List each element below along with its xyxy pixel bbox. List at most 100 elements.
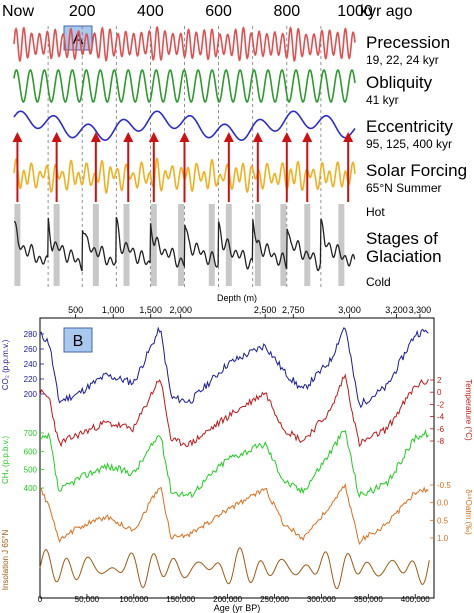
ch4-tick-label: 600 [24,447,38,456]
depth-tick-label: 2,750 [282,305,305,315]
forcing-arrow-head [302,132,313,142]
depth-tick-label: 3,300 [409,305,432,315]
panel-b: Depth (m) 500 1,000 1,500 2,000 2,500 2,750 3,… [1,293,473,613]
age-tick-label: 50,000 [75,595,100,604]
precession-curve [13,25,356,63]
d18o-tick-label: 1.0 [437,534,449,543]
co2-axis-title: CO₂ (p.p.m.v.) [1,339,10,390]
solar-forcing-label: Solar Forcing [366,161,467,180]
interglacial-band [208,204,215,286]
panel-b-curves [39,326,430,590]
d18o-tick-label: -0.5 [437,481,451,490]
d18o-tick-label: 0.0 [437,499,449,508]
interglacial-band [338,204,345,286]
d18o-axis-title: δ¹⁸Oatm (‰) [464,489,473,535]
temperature-axis-title: Temperature (°C) [464,379,473,441]
forcing-arrow-head [148,132,159,142]
temperature-tick-label: 2 [437,376,442,385]
temperature-curve [39,373,429,448]
d18o-curve [39,482,429,545]
insolation-curve [39,547,430,590]
co2-tick-label: 260 [24,345,38,354]
co2-tick-label: 220 [24,375,38,384]
precession-label: Precession [366,33,450,52]
panel-b-y-axes: 280 260 240 220 200 2 0 -2 -4 -6 -8 700 600 500 400 -0.… [1,330,473,590]
insolation-axis-title: Insolation J 65°N [1,530,10,591]
panel-b-top-axis-title: Depth (m) [217,293,257,303]
panel-b-top-axis: 500 1,000 1,500 2,000 2,500 2,750 3,000 3,200 3,… [68,305,431,318]
panel-a-top-tick-label: Now [2,3,34,20]
depth-tick-label: 2,500 [254,305,277,315]
depth-tick-label: 3,200 [385,305,408,315]
ch4-tick-label: 700 [24,429,38,438]
co2-tick-label: 240 [24,360,38,369]
forcing-arrow-head [51,132,62,142]
precession-periods: 19, 22, 24 kyr [366,53,439,67]
depth-tick-label: 2,000 [169,305,192,315]
age-tick-label: 200,000 [213,595,242,604]
obliquity-periods: 41 kyr [366,93,399,107]
panel-a-top-tick-label: 800 [273,3,300,20]
temperature-tick-label: -2 [437,400,445,409]
cold-label: Cold [366,275,391,289]
obliquity-label: Obliquity [366,73,433,92]
age-tick-label: 400,000 [401,595,430,604]
glaciation-label-line1: Stages of [366,229,438,248]
co2-curve [39,326,429,409]
temperature-tick-label: -4 [437,413,445,422]
panel-label-a-text: A [73,31,84,48]
ch4-tick-label: 500 [24,466,38,475]
forcing-arrow-head [179,132,190,142]
age-tick-label: 350,000 [354,595,383,604]
age-tick-label: 0 [38,595,43,604]
forcing-arrow-head [281,132,292,142]
ch4-axis-title: CH₄ (p.p.b.v.) [1,436,10,484]
age-tick-label: 100,000 [119,595,148,604]
panel-a-top-tick-label: 200 [69,3,96,20]
forcing-arrow-head [123,132,134,142]
forcing-arrow-head [12,132,23,142]
panel-b-bottom-axis-title: Age (yr BP) [214,603,261,613]
panel-a-forcing-arrows [12,132,354,202]
depth-tick-label: 1,000 [102,305,125,315]
interglacial-band [178,204,185,286]
eccentricity-curve [13,110,356,141]
forcing-arrow-head [343,132,354,142]
panel-b-bottom-axis: 0 50,000 100,000 150,000 200,000 250,000 300,0… [38,594,430,604]
co2-tick-label: 200 [24,390,38,399]
interglacial-band [304,204,311,286]
depth-tick-label: 3,000 [338,305,361,315]
depth-tick-label: 1,500 [139,305,162,315]
panel-label-b-box [63,327,93,353]
temperature-tick-label: 0 [437,388,442,397]
temperature-tick-label: -8 [437,437,445,446]
ch4-tick-label: 400 [24,484,38,493]
panel-a-top-tick-label: 1000 [337,3,373,20]
interglacial-band [254,204,261,286]
panel-a-top-axis-unit: kyr ago [360,3,413,20]
panel-a-interglacial-bands [14,204,345,286]
panel-a-top-tick-label: 400 [137,3,164,20]
interglacial-band [14,204,21,286]
glaciation-label-line2: Glaciation [366,247,442,266]
obliquity-curve [13,69,356,103]
panel-a-top-axis: Now 200 400 600 800 1000 [2,3,373,20]
interglacial-band [280,204,287,286]
eccentricity-periods: 95, 125, 400 kyr [366,137,452,151]
hot-label: Hot [366,205,385,219]
panel-b-frame [39,317,435,599]
eccentricity-label: Eccentricity [366,117,453,136]
age-tick-label: 150,000 [166,595,195,604]
panel-a-top-tick-label: 600 [205,3,232,20]
interglacial-band [92,204,99,286]
forcing-arrow-head [252,132,263,142]
solar-forcing-periods: 65°N Summer [366,181,442,195]
temperature-tick-label: -6 [437,425,445,434]
age-tick-label: 250,000 [260,595,289,604]
panel-a: A Now 200 400 600 800 1000 kyr ago Precession… [2,3,467,289]
co2-tick-label: 280 [24,330,38,339]
d18o-tick-label: 0.5 [437,516,449,525]
age-tick-label: 300,000 [307,595,336,604]
forcing-arrow-head [223,132,234,142]
